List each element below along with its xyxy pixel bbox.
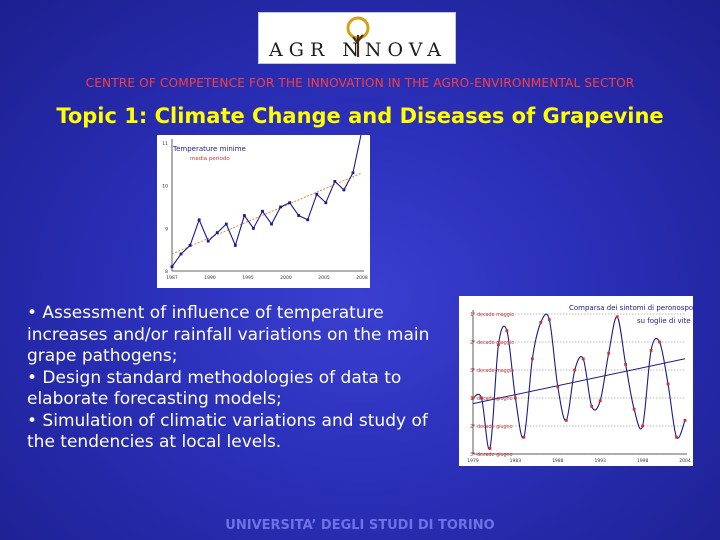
data-point <box>306 218 310 222</box>
y-tick-label: 8 <box>165 269 168 275</box>
data-point <box>270 222 273 226</box>
y-tick-label: 9 <box>165 226 168 232</box>
data-point <box>288 201 292 205</box>
data-point <box>641 424 644 428</box>
x-tick-label: 1993 <box>594 458 606 464</box>
data-point <box>471 396 475 400</box>
data-point <box>297 214 301 217</box>
data-point <box>261 209 264 213</box>
data-point <box>179 252 183 256</box>
bullet-item: • Design standard methodologies of data … <box>27 367 402 410</box>
temperature-chart: Temperature minime media periodo 1987 199… <box>157 128 370 288</box>
data-point <box>497 343 500 347</box>
temperature-chart-svg: Temperature minime media periodo 1987 199… <box>162 128 368 281</box>
data-point <box>488 447 492 450</box>
centre-subtitle: CENTRE OF COMPETENCE FOR THE INNOVATION … <box>85 76 635 90</box>
data-point <box>564 419 568 422</box>
data-point <box>530 357 534 361</box>
data-point <box>547 318 551 321</box>
data-point <box>351 171 355 175</box>
bullet-item: • Simulation of climatic variations and … <box>27 410 428 453</box>
data-point <box>505 329 509 333</box>
tree-lightbulb-icon <box>346 16 370 57</box>
data-point <box>590 405 594 408</box>
y-tick-label: 3° decade giugno <box>470 452 513 458</box>
data-point <box>514 396 517 400</box>
chart2-title-line1: Comparsa dei sintomi di peronospora <box>569 304 693 312</box>
logo-text: AGR NNOVA <box>269 39 447 61</box>
chart1-title: Temperature minime <box>172 145 246 153</box>
data-point <box>324 201 328 205</box>
data-point <box>666 382 670 386</box>
y-tick-label: 11 <box>162 141 168 147</box>
data-point <box>224 222 228 226</box>
data-point <box>242 214 246 217</box>
data-point <box>556 385 560 389</box>
data-point <box>215 231 219 234</box>
data-point <box>197 218 201 222</box>
y-tick-label: 2° decade giugno <box>470 424 513 430</box>
x-tick-label: 2005 <box>318 275 330 281</box>
y-tick-label: 1° decade maggio <box>470 312 514 318</box>
data-point <box>480 396 483 400</box>
agrinnova-logo: AGR NNOVA <box>258 12 456 64</box>
y-tick-label: 3° decade maggio <box>470 368 514 374</box>
x-tick-label: 1987 <box>166 275 178 281</box>
data-point <box>279 205 282 209</box>
x-tick-label: 2000 <box>280 275 292 281</box>
bullet-item: • Assessment of influence of temperature… <box>27 303 430 366</box>
data-point <box>188 244 192 247</box>
peronospora-chart-svg: Comparsa dei sintomi di peronospora su f… <box>467 304 700 464</box>
data-point <box>333 180 337 183</box>
x-tick-label: 1983 <box>510 458 522 464</box>
y-tick-label: 1° decade giugno <box>470 396 513 402</box>
data-point <box>615 315 619 319</box>
data-point <box>598 399 602 403</box>
data-point <box>632 407 636 411</box>
x-tick-label: 2008 <box>356 275 368 281</box>
y-tick-label: 2° decade maggio <box>470 340 514 346</box>
data-point <box>675 435 678 439</box>
university-footer: UNIVERSITA’ DEGLI STUDI DI TORINO <box>225 518 495 533</box>
series-line <box>171 130 363 268</box>
chart2-title-line2: su foglie di vite <box>637 317 691 325</box>
trend-line <box>171 172 363 255</box>
x-tick-label: 2004 <box>679 458 691 464</box>
chart1-subtitle: media periodo <box>190 156 230 162</box>
data-point <box>522 435 526 439</box>
data-point <box>539 321 543 324</box>
slide-title: Topic 1: Climate Change and Diseases of … <box>56 104 664 128</box>
x-tick-label: 1995 <box>242 275 254 281</box>
data-point <box>624 363 628 366</box>
data-point <box>170 265 174 269</box>
x-tick-label: 1990 <box>204 275 216 281</box>
trend-line <box>472 358 686 405</box>
bullet-list: • Assessment of influence of temperature… <box>27 303 457 454</box>
x-tick-label: 1998 <box>637 458 649 464</box>
peronospora-chart: Comparsa dei sintomi di peronospora su f… <box>459 296 700 466</box>
data-point <box>573 368 577 372</box>
data-point <box>683 419 687 422</box>
data-point <box>658 340 661 344</box>
data-point <box>342 188 346 192</box>
data-point <box>649 349 653 352</box>
x-tick-label: 1979 <box>467 458 479 464</box>
data-point <box>315 192 319 196</box>
data-point <box>581 357 585 361</box>
data-point <box>233 244 237 247</box>
data-point <box>252 226 255 230</box>
data-point <box>607 351 611 355</box>
data-point <box>206 239 210 243</box>
y-tick-label: 10 <box>162 184 168 190</box>
x-tick-label: 1988 <box>552 458 564 464</box>
